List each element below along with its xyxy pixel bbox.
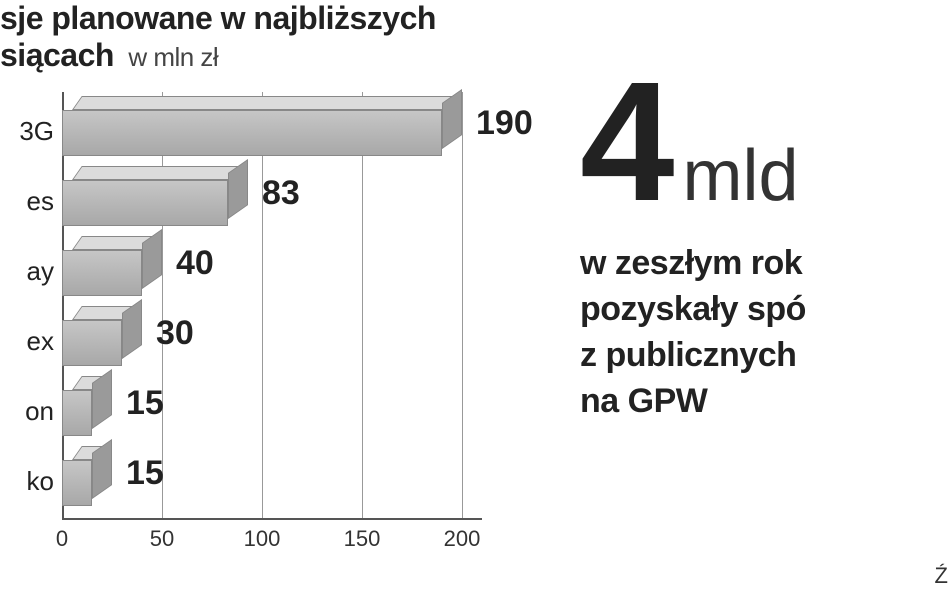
desc-line: z publicznych — [580, 336, 796, 374]
callout-unit: mld — [683, 136, 799, 216]
bar-front-face — [62, 180, 228, 226]
bar-row: 3G190 — [62, 98, 540, 168]
x-tick-label: 200 — [444, 526, 481, 552]
x-axis — [62, 518, 482, 520]
x-tick-label: 0 — [56, 526, 68, 552]
bar-value-label: 40 — [176, 244, 214, 283]
bar-category-label: es — [0, 186, 54, 217]
callout-description: w zeszłym rok pozyskały spó z publicznyc… — [580, 241, 948, 425]
bar-row: ex30 — [62, 308, 540, 378]
bar-category-label: 3G — [0, 116, 54, 147]
bar-row: ko15 — [62, 448, 540, 518]
source-label: Ź — [935, 563, 948, 589]
bar-category-label: ko — [0, 466, 54, 497]
title-line1: sje planowane w najbliższych — [0, 0, 436, 36]
bar — [62, 110, 442, 156]
bar-top-face — [72, 166, 248, 180]
bar-front-face — [62, 250, 142, 296]
desc-line: pozyskały spó — [580, 290, 806, 328]
bar-category-label: ex — [0, 326, 54, 357]
bar-front-face — [62, 390, 92, 436]
bar — [62, 460, 92, 506]
emissions-chart: 3G190es83ay40ex30on15ko15 050100150200 — [0, 92, 540, 552]
bar-value-label: 15 — [126, 454, 164, 493]
bar-category-label: on — [0, 396, 54, 427]
bar — [62, 180, 228, 226]
bar-value-label: 15 — [126, 384, 164, 423]
bar — [62, 390, 92, 436]
title-line2: siącach — [0, 37, 114, 73]
bar-front-face — [62, 460, 92, 506]
bar — [62, 250, 142, 296]
callout: 4mld w zeszłym rok pozyskały spó z publi… — [540, 0, 948, 593]
desc-line: na GPW — [580, 382, 707, 420]
bar-value-label: 83 — [262, 174, 300, 213]
x-tick-label: 100 — [244, 526, 281, 552]
bar-front-face — [62, 320, 122, 366]
bar-row: on15 — [62, 378, 540, 448]
bar-row: es83 — [62, 168, 540, 238]
bar-top-face — [72, 96, 462, 110]
desc-line: w zeszłym rok — [580, 244, 802, 282]
x-tick-label: 150 — [344, 526, 381, 552]
bar-value-label: 30 — [156, 314, 194, 353]
bar-front-face — [62, 110, 442, 156]
x-tick-label: 50 — [150, 526, 174, 552]
bar-row: ay40 — [62, 238, 540, 308]
callout-number: 4 — [580, 70, 669, 215]
bar — [62, 320, 122, 366]
bar-value-label: 190 — [476, 104, 533, 143]
chart-subtitle: w mln zł — [128, 42, 218, 72]
bar-category-label: ay — [0, 256, 54, 287]
